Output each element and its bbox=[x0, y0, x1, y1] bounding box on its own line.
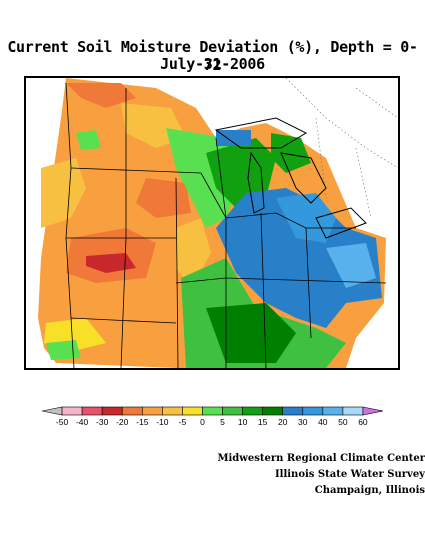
region-darkgreen-mi bbox=[271, 133, 311, 173]
legend-tick-label: 5 bbox=[220, 417, 225, 427]
legend-swatch bbox=[222, 406, 243, 416]
soil-moisture-map bbox=[24, 76, 400, 370]
legend-swatch bbox=[81, 406, 103, 416]
legend-tick-label: 60 bbox=[358, 417, 368, 427]
legend-tick-label: -20 bbox=[116, 417, 129, 427]
legend-swatch bbox=[322, 406, 344, 416]
legend-tick-label: -5 bbox=[179, 417, 187, 427]
region-yellow-west bbox=[41, 158, 86, 228]
legend-tick-label: -10 bbox=[156, 417, 169, 427]
legend-tick-label: 50 bbox=[338, 417, 348, 427]
region-orange-nw bbox=[66, 83, 136, 108]
region-green-north bbox=[76, 130, 101, 150]
legend-swatch bbox=[342, 406, 364, 416]
legend-swatch bbox=[162, 406, 183, 416]
state-boundaries bbox=[65, 82, 387, 368]
region-green-sw bbox=[46, 340, 81, 360]
legend-tick-label: -40 bbox=[76, 417, 89, 427]
legend-swatch bbox=[242, 406, 263, 416]
legend-tick-label: -30 bbox=[96, 417, 109, 427]
legend-swatch bbox=[262, 406, 284, 416]
great-lakes bbox=[214, 117, 367, 239]
region-blue-upper bbox=[216, 130, 251, 146]
legend-swatch bbox=[182, 406, 203, 416]
legend-tick-label: 15 bbox=[258, 417, 268, 427]
legend-swatch bbox=[362, 406, 384, 416]
legend-tick-label: 40 bbox=[318, 417, 328, 427]
region-lightblue-east bbox=[326, 243, 376, 288]
graticule bbox=[285, 78, 398, 219]
region-darkgreen-east bbox=[206, 138, 276, 208]
credit-isws: Illinois State Water Survey bbox=[274, 469, 425, 480]
region-yellow-plains bbox=[176, 218, 211, 288]
legend-swatch bbox=[302, 406, 324, 416]
legend-tick-label: 0 bbox=[200, 417, 205, 427]
region-darkgreen-south bbox=[206, 303, 296, 363]
legend-swatch bbox=[282, 406, 304, 416]
legend-swatch bbox=[141, 406, 163, 416]
map-date: July-31-2006 bbox=[160, 55, 265, 73]
legend-swatch bbox=[41, 406, 63, 416]
legend-tick-label: 10 bbox=[238, 417, 248, 427]
legend-swatch bbox=[101, 406, 123, 416]
credit-mrcc: Midwestern Regional Climate Center bbox=[217, 453, 425, 464]
legend-tick-label: -15 bbox=[136, 417, 149, 427]
legend-tick-label: 30 bbox=[298, 417, 308, 427]
legend-swatch bbox=[202, 406, 223, 416]
legend-swatch bbox=[61, 406, 83, 416]
region-blue-central bbox=[216, 188, 382, 328]
region-lightblue-lakes bbox=[276, 193, 336, 243]
region-red bbox=[86, 253, 136, 273]
region-orange-ne bbox=[136, 178, 191, 218]
credit-location: Champaign, Illinois bbox=[314, 485, 425, 496]
color-legend: -50 -40 -30 -20 -15 -10 -5 0 5 10 15 20 30 40 50 60 bbox=[41, 406, 384, 427]
legend-tick-label: -50 bbox=[56, 417, 69, 427]
legend-tick-label: 20 bbox=[278, 417, 288, 427]
legend-swatch bbox=[121, 406, 143, 416]
map-title: Current Soil Moisture Deviation (%), Dep… bbox=[7, 38, 418, 74]
